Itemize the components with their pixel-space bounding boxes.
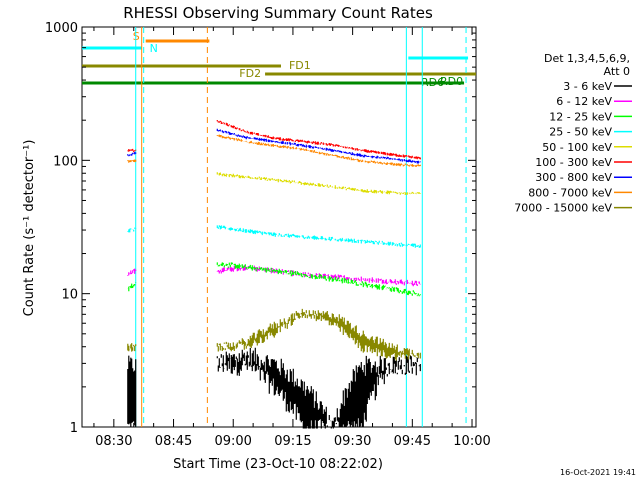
- series-trace: [127, 134, 421, 167]
- legend-entry-label: 25 - 50 keV: [549, 126, 612, 139]
- legend-entry-label: 12 - 25 keV: [549, 110, 612, 123]
- y-tick-label: 1: [70, 421, 78, 436]
- x-axis-label: Start Time (23-Oct-10 08:22:02): [173, 457, 383, 472]
- flag-label: FD2: [239, 67, 261, 80]
- series-trace: [127, 265, 421, 287]
- series-trace: [127, 225, 421, 248]
- legend: Det 1,3,4,5,6,9,Att 0 3 - 6 keV 6 - 12 keV…: [514, 52, 632, 215]
- count-rate-series: [127, 120, 421, 429]
- x-tick-label: 10:00: [453, 434, 490, 449]
- plot-frame: [81, 26, 477, 428]
- legend-entry-label: 300 - 800 keV: [535, 171, 612, 184]
- x-tick-label: 08:30: [95, 434, 132, 449]
- plot-area: [81, 26, 477, 428]
- legend-entry-label: 7000 - 15000 keV: [514, 202, 612, 215]
- footer-timestamp: 16-Oct-2021 19:41: [560, 468, 636, 477]
- axes: 1 10 100 1000 08:30 08:45 09:00 09:15 09:30 09:45…: [45, 21, 491, 449]
- legend-header: Att 0: [604, 65, 630, 78]
- flag-label: FD1: [289, 59, 311, 72]
- series-trace: [127, 128, 421, 164]
- series-trace: [216, 172, 421, 195]
- flag-label: N: [150, 42, 158, 55]
- legend-header: Det 1,3,4,5,6,9,: [544, 52, 630, 65]
- series-trace: [127, 262, 421, 297]
- flag-label: RD6: [421, 76, 444, 89]
- legend-entry-label: 6 - 12 keV: [556, 95, 612, 108]
- y-tick-label: 10: [61, 288, 78, 303]
- legend-entry-label: 50 - 100 keV: [542, 141, 612, 154]
- legend-entry-label: 3 - 6 keV: [563, 80, 612, 93]
- x-tick-label: 09:15: [274, 434, 311, 449]
- y-tick-label: 100: [53, 154, 78, 169]
- series-trace: [127, 347, 421, 429]
- x-tick-label: 09:00: [214, 434, 251, 449]
- y-tick-label: 1000: [45, 21, 78, 36]
- flag-bars: SNFD1FD2RD0RD6: [82, 30, 476, 89]
- x-tick-label: 09:45: [394, 434, 431, 449]
- legend-entry-label: 800 - 7000 keV: [528, 186, 612, 199]
- x-tick-label: 08:45: [155, 434, 192, 449]
- series-trace: [127, 120, 421, 160]
- legend-entry-label: 100 - 300 keV: [535, 156, 612, 169]
- y-axis-label: Count Rate (s⁻¹ detector⁻¹): [22, 140, 37, 317]
- x-tick-label: 09:30: [334, 434, 371, 449]
- chart-title: RHESSI Observing Summary Count Rates: [123, 4, 433, 22]
- series-trace: [127, 308, 421, 361]
